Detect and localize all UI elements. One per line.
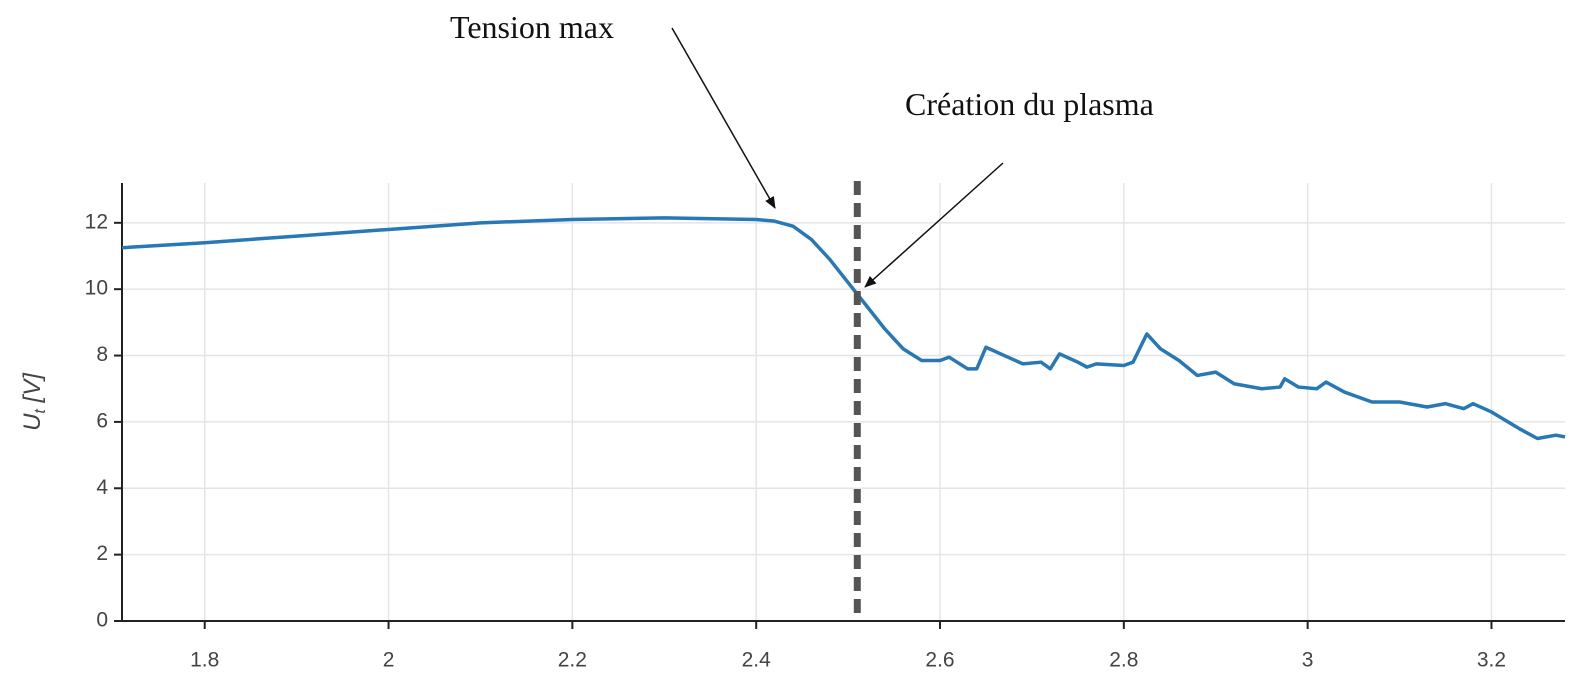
x-tick-label: 2.4 <box>742 649 772 672</box>
annotation: Création du plasma <box>905 86 1154 122</box>
grid <box>122 183 1565 622</box>
y-tick-label: 0 <box>96 609 108 632</box>
x-tick-label: 1.8 <box>190 649 219 672</box>
x-tick-label: 3.2 <box>1477 649 1506 672</box>
annotation-arrow <box>864 162 1004 288</box>
x-tick-label: 3 <box>1302 649 1314 672</box>
x-tick-label: 2.6 <box>925 649 954 672</box>
y-tick-label: 12 <box>85 210 108 233</box>
y-tick-label: 10 <box>85 277 108 300</box>
y-axis-label: Ut [V] <box>19 372 49 431</box>
x-tick-label: 2 <box>383 649 395 672</box>
y-tick-label: 4 <box>96 476 108 499</box>
data-line <box>121 216 1566 441</box>
y-tick-label: 6 <box>96 409 108 432</box>
y-tick-label: 8 <box>96 343 108 366</box>
annotation-arrow <box>671 27 776 209</box>
y-tick-label: 2 <box>96 542 108 565</box>
x-tick-label: 2.8 <box>1109 649 1138 672</box>
x-tick-label: 2.2 <box>558 649 587 672</box>
annotation: Tension max <box>450 9 614 45</box>
